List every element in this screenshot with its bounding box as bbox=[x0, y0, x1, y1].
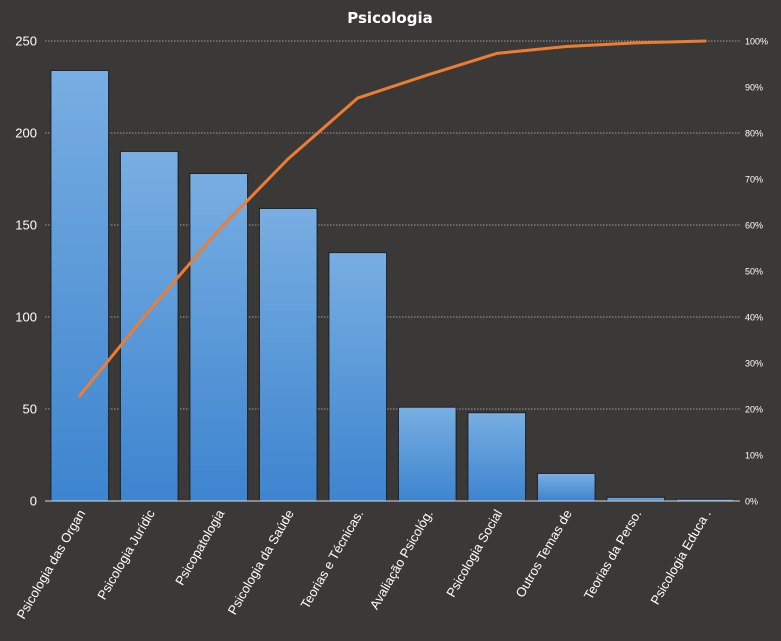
cumulative-percent-line bbox=[78, 39, 707, 398]
bar bbox=[397, 406, 457, 502]
y2-tick-label: 80% bbox=[745, 129, 763, 139]
bar bbox=[189, 172, 249, 502]
cumulative-line bbox=[78, 39, 707, 398]
y2-tick-label: 70% bbox=[745, 175, 763, 185]
y2-tick-label: 50% bbox=[745, 267, 763, 277]
y-tick-label: 0 bbox=[30, 494, 37, 509]
y-axis-ticks: 0 50 100 150 200 250 bbox=[15, 34, 37, 509]
y2-tick-label: 90% bbox=[745, 83, 763, 93]
y2-tick-label: 10% bbox=[745, 451, 763, 461]
y2-tick-label: 100% bbox=[745, 37, 768, 47]
y-tick-label: 200 bbox=[15, 126, 37, 141]
bar bbox=[119, 150, 179, 502]
bars bbox=[50, 69, 735, 502]
y-tick-label: 250 bbox=[15, 34, 37, 49]
y-tick-label: 150 bbox=[15, 218, 37, 233]
y2-tick-label: 40% bbox=[745, 313, 763, 323]
gridlines bbox=[45, 40, 740, 410]
bar bbox=[467, 412, 527, 502]
bar bbox=[328, 252, 388, 502]
chart-title: Psicologia bbox=[347, 9, 432, 27]
y2-tick-label: 20% bbox=[745, 405, 763, 415]
y2-tick-label: 60% bbox=[745, 221, 763, 231]
y-tick-label: 100 bbox=[15, 310, 37, 325]
bar bbox=[258, 207, 318, 502]
bar bbox=[50, 69, 110, 502]
y2-tick-label: 30% bbox=[745, 359, 763, 369]
y-tick-label: 50 bbox=[23, 402, 37, 417]
y2-tick-label: 0% bbox=[745, 497, 758, 507]
bar bbox=[606, 496, 666, 502]
y2-axis-ticks: 0% 10% 20% 30% 40% 50% 60% 70% 80% 90% 100% bbox=[745, 37, 768, 507]
bar bbox=[536, 472, 596, 502]
